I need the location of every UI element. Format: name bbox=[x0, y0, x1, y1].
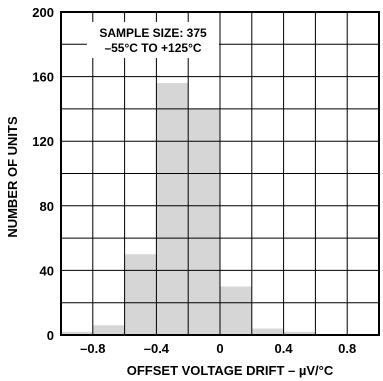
histogram-bar-1 bbox=[92, 325, 125, 335]
sample-size-annotation: SAMPLE SIZE: 375 –55°C TO +125°C bbox=[87, 22, 219, 58]
y-tick-label: 40 bbox=[40, 263, 54, 278]
y-tick-label: 200 bbox=[32, 5, 54, 20]
annotation-line-2: –55°C TO +125°C bbox=[104, 41, 201, 55]
histogram-bar-3 bbox=[156, 83, 189, 335]
y-tick-label: 160 bbox=[32, 70, 54, 85]
histogram-bar-6 bbox=[251, 328, 284, 335]
bars-layer bbox=[61, 83, 316, 336]
histogram-bar-2 bbox=[124, 254, 157, 335]
x-tick-label: –0.8 bbox=[80, 341, 105, 356]
grid-layer bbox=[60, 11, 380, 336]
y-tick-label: 0 bbox=[47, 328, 54, 343]
annotation-background bbox=[87, 22, 219, 58]
tick-labels-layer: –0.8 –0.4 0 0.4 0.8 0 40 80 120 160 200 bbox=[32, 5, 356, 356]
y-axis-title: NUMBER OF UNITS bbox=[5, 116, 20, 238]
histogram-bar-4 bbox=[188, 108, 220, 336]
histogram-bar-7 bbox=[283, 331, 316, 335]
histogram-bar-5 bbox=[220, 286, 252, 335]
x-tick-label: 0.4 bbox=[275, 341, 294, 356]
x-axis-title: OFFSET VOLTAGE DRIFT – µV/°C bbox=[127, 363, 334, 378]
annotation-line-1: SAMPLE SIZE: 375 bbox=[99, 26, 207, 40]
x-tick-label: 0 bbox=[216, 341, 223, 356]
y-tick-label: 120 bbox=[32, 134, 54, 149]
histogram-bar-0 bbox=[61, 331, 93, 335]
y-tick-label: 80 bbox=[40, 199, 54, 214]
x-tick-label: –0.4 bbox=[144, 341, 170, 356]
plot-frame bbox=[60, 11, 380, 336]
x-tick-label: 0.8 bbox=[338, 341, 356, 356]
